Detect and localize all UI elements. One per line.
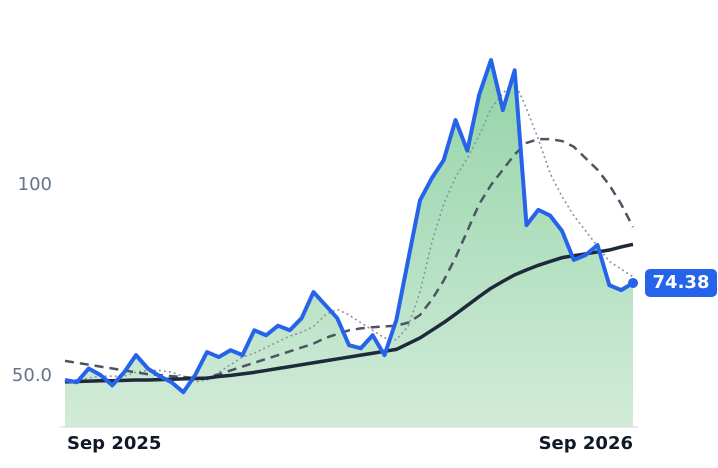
x-tick-label: Sep 2025	[67, 433, 161, 454]
series-line	[64, 242, 634, 384]
price-area	[65, 60, 633, 428]
last-point	[628, 277, 638, 288]
x-tick-label: Sep 2026	[539, 433, 633, 454]
series-line	[65, 81, 634, 383]
last-value-badge	[645, 268, 717, 297]
last-value-label: 74.38	[653, 272, 710, 293]
series-line	[64, 58, 635, 395]
y-tick-label: 50.0	[12, 365, 52, 386]
y-tick-label: 100	[18, 174, 52, 195]
